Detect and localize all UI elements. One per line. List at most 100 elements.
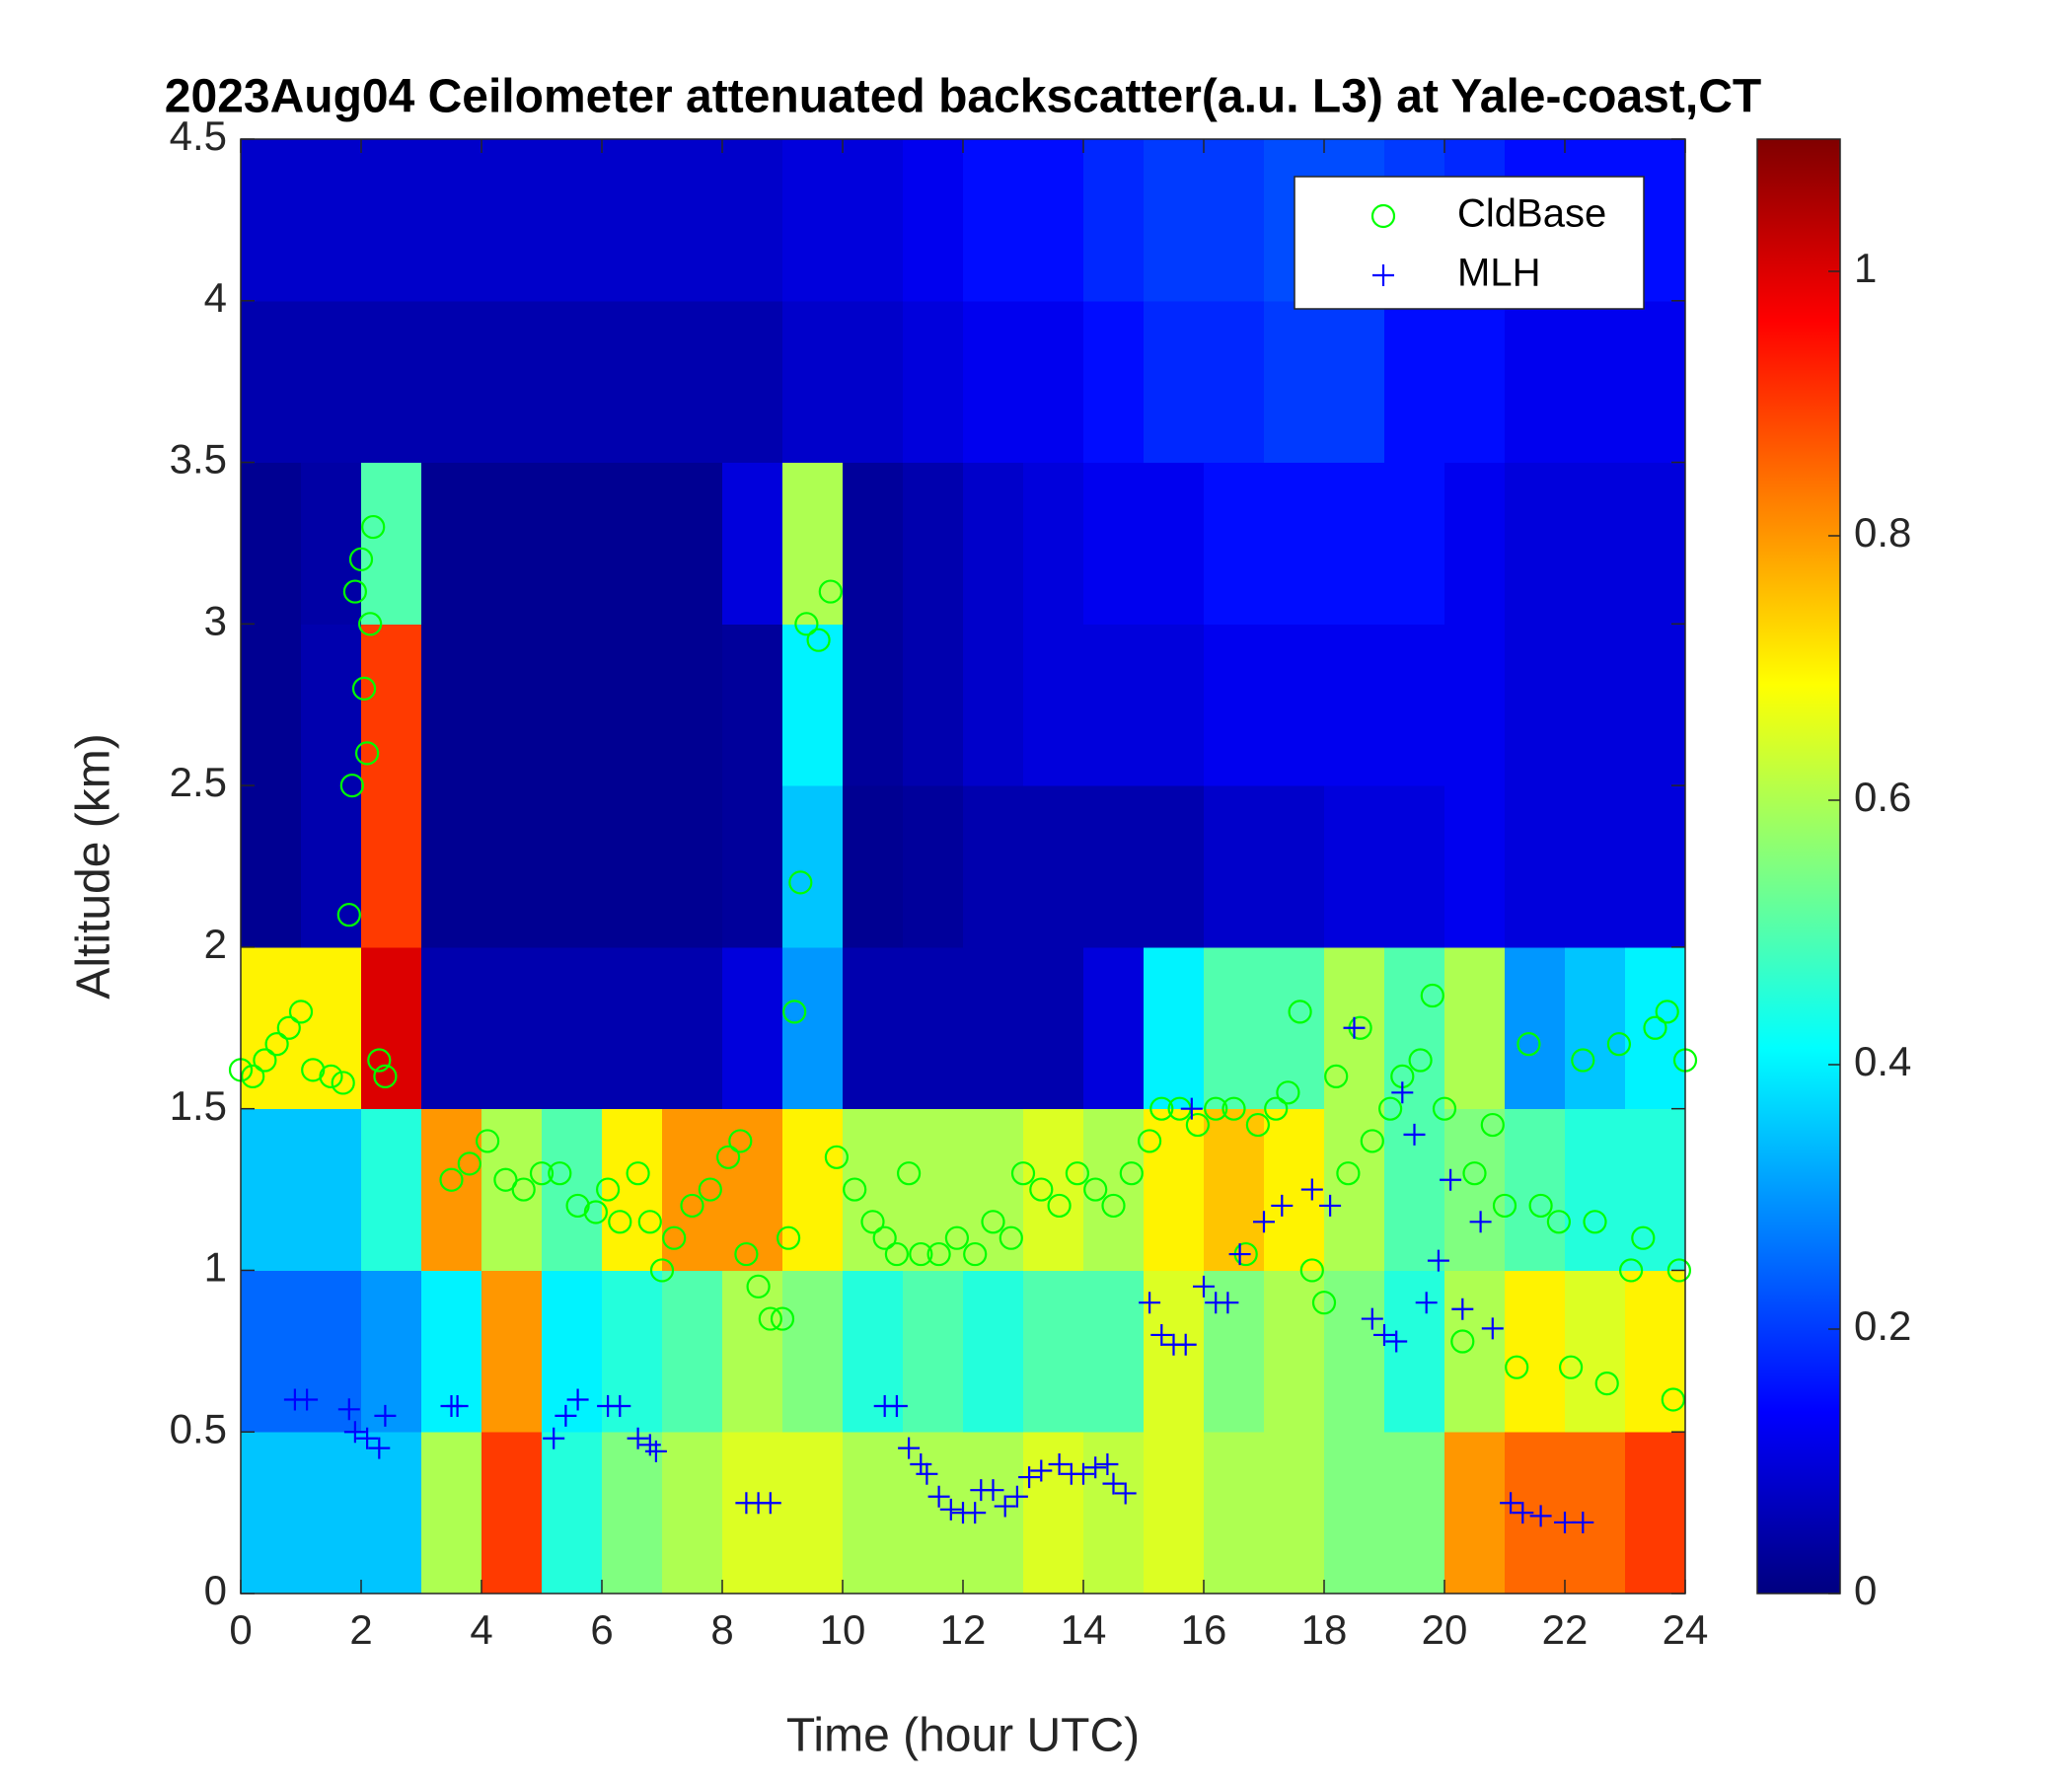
colorbar-tick-label: 0.2 (1854, 1302, 1911, 1349)
marker (1643, 1015, 1667, 1040)
heatmap-cell (241, 785, 302, 948)
heatmap-cell (782, 462, 844, 625)
heatmap-cell (662, 785, 723, 948)
marker (1505, 1355, 1529, 1379)
heatmap-cell (662, 1108, 723, 1271)
heatmap-cell (421, 1432, 482, 1595)
heatmap-cell (1023, 462, 1084, 625)
marker (368, 1437, 391, 1459)
y-tick-label: 1 (204, 1244, 227, 1291)
heatmap-cell (542, 1270, 603, 1433)
heatmap-cell (722, 946, 783, 1110)
marker (728, 1129, 753, 1153)
heatmap-cell (1264, 785, 1325, 948)
marker (253, 1048, 277, 1073)
heatmap-cell (361, 1432, 422, 1595)
marker (1047, 1193, 1072, 1219)
heatmap-cell (421, 139, 482, 302)
heatmap-cell (1565, 785, 1626, 948)
marker (1137, 1129, 1162, 1153)
heatmap-cell (1204, 139, 1265, 302)
marker (746, 1274, 771, 1299)
heatmap-cell (1264, 1432, 1325, 1595)
marker (1300, 1178, 1323, 1201)
marker (1373, 1323, 1395, 1346)
y-tick-label: 2.5 (170, 759, 227, 805)
heatmap-cell (1565, 946, 1626, 1110)
marker (288, 1000, 314, 1024)
heatmap-cell (1144, 1108, 1205, 1271)
heatmap-cell (662, 139, 723, 302)
heatmap-cell (301, 462, 362, 625)
marker (241, 1064, 265, 1089)
heatmap-cell (722, 624, 783, 786)
heatmap-cell (361, 785, 422, 948)
heatmap-cell (1444, 1108, 1506, 1271)
heatmap-cell (241, 139, 302, 302)
x-tick-label: 16 (1181, 1606, 1227, 1653)
heatmap-cell (1144, 462, 1205, 625)
marker (1500, 1492, 1522, 1515)
heatmap-cell (782, 624, 844, 786)
marker (1150, 1323, 1173, 1346)
heatmap-cell (1023, 946, 1084, 1110)
heatmap-cell (1204, 1270, 1265, 1433)
heatmap-cell (1144, 624, 1205, 786)
heatmap-cell (903, 300, 964, 464)
heatmap-cell (1625, 785, 1686, 948)
heatmap-cell (963, 462, 1024, 625)
x-tick-label: 10 (820, 1606, 866, 1653)
marker (1102, 1472, 1125, 1495)
marker (358, 612, 383, 636)
marker (662, 1225, 687, 1250)
marker (337, 1398, 360, 1421)
heatmap-cell (241, 1108, 302, 1271)
marker (916, 1462, 938, 1485)
marker (1618, 1258, 1644, 1283)
marker (1420, 983, 1444, 1008)
marker (1228, 1243, 1251, 1266)
y-tick-label: 4 (204, 274, 227, 321)
marker (1139, 1292, 1161, 1314)
marker (759, 1492, 781, 1515)
marker (860, 1210, 885, 1234)
marker (1217, 1292, 1239, 1314)
marker (439, 1167, 464, 1192)
marker (909, 1241, 933, 1267)
heatmap-cell (241, 300, 302, 464)
marker (806, 628, 831, 652)
y-tick-label: 3.5 (170, 436, 227, 482)
heatmap-cell (1565, 462, 1626, 625)
legend-label: CldBase (1457, 192, 1606, 236)
marker (1517, 1032, 1541, 1057)
marker (301, 1058, 326, 1082)
heatmap-cell (843, 946, 904, 1110)
marker (1343, 1016, 1366, 1039)
heatmap-cell (1384, 946, 1445, 1110)
marker (1311, 1291, 1337, 1315)
heatmap-cell (1384, 462, 1445, 625)
heatmap-cell (542, 139, 603, 302)
marker (1546, 1210, 1572, 1234)
heatmap-cell (1505, 785, 1566, 948)
heatmap-cell (722, 785, 783, 948)
marker (1432, 1096, 1457, 1121)
heatmap-cell (481, 946, 543, 1110)
x-tick-label: 2 (349, 1606, 372, 1653)
heatmap-cell (1384, 785, 1445, 948)
marker (1572, 1511, 1594, 1533)
marker (319, 1064, 343, 1089)
heatmap-cell (782, 300, 844, 464)
marker (1594, 1371, 1619, 1396)
heatmap-cell (481, 1432, 543, 1595)
marker (608, 1210, 632, 1234)
heatmap-cell (903, 139, 964, 302)
heatmap-cell (1444, 624, 1506, 786)
marker (872, 1225, 897, 1250)
heatmap-cell (1083, 300, 1145, 464)
heatmap-cell (1023, 1108, 1084, 1271)
heatmap-cell (1444, 946, 1506, 1110)
heatmap-cell (1625, 624, 1686, 786)
marker (1010, 1161, 1036, 1186)
